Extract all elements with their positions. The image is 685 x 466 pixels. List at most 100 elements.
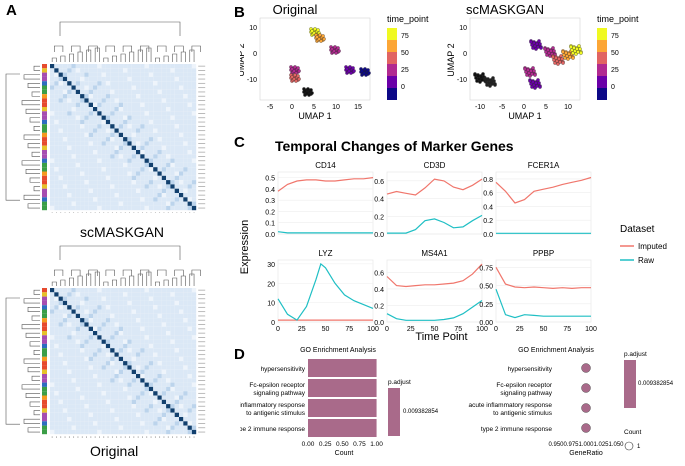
heatmap-cell bbox=[114, 115, 119, 120]
heatmap-cell bbox=[174, 331, 179, 336]
heatmap-cell bbox=[140, 343, 145, 349]
side-color-cell bbox=[42, 318, 47, 323]
heatmap-cell bbox=[148, 425, 154, 430]
heatmap-cell bbox=[67, 417, 72, 422]
heatmap-cell bbox=[161, 150, 167, 155]
umap-point-scmaskgan bbox=[557, 57, 561, 61]
heatmap-cell bbox=[58, 64, 63, 69]
heatmap-cell bbox=[166, 391, 171, 396]
side-color-cell bbox=[42, 141, 47, 146]
heatmap-cell bbox=[191, 395, 197, 400]
heatmap-cell bbox=[123, 305, 128, 310]
side-color-cell bbox=[42, 296, 47, 301]
heatmap-cell bbox=[54, 201, 59, 206]
heatmap-cell bbox=[144, 124, 149, 129]
heatmap-cell bbox=[54, 154, 59, 159]
heatmap-cell bbox=[80, 365, 85, 370]
heatmap-cell bbox=[75, 94, 81, 99]
heatmap-cell bbox=[110, 391, 115, 396]
heatmap-cell bbox=[54, 343, 59, 349]
heatmap-cell bbox=[58, 318, 63, 323]
umap-point-scmaskgan bbox=[529, 69, 533, 73]
heatmap-cell bbox=[148, 119, 154, 125]
side-color-cell bbox=[42, 193, 47, 198]
heatmap-cell bbox=[75, 145, 81, 150]
heatmap-cell bbox=[58, 348, 63, 353]
heatmap-cell bbox=[110, 412, 115, 417]
heatmap-cell bbox=[191, 365, 197, 370]
heatmap-cell bbox=[71, 335, 76, 340]
umap-point-scmaskgan bbox=[536, 45, 540, 49]
heatmap-cell bbox=[101, 326, 106, 331]
heatmap-cell bbox=[170, 158, 175, 163]
heatmap-cell bbox=[93, 115, 98, 120]
heatmap-cell bbox=[161, 399, 167, 405]
heatmap-cell bbox=[97, 167, 102, 172]
heatmap-cell bbox=[114, 119, 119, 125]
heatmap-cell bbox=[140, 326, 145, 331]
heatmap-cell bbox=[161, 98, 167, 103]
heatmap-cell bbox=[136, 72, 141, 77]
heatmap-cell bbox=[71, 76, 76, 82]
umap-legend-tick: 50 bbox=[611, 50, 619, 57]
heatmap-cell bbox=[110, 305, 115, 310]
heatmap-cell bbox=[166, 399, 171, 405]
heatmap-cell bbox=[179, 81, 184, 86]
heatmap-cell bbox=[179, 404, 184, 409]
heatmap-cell bbox=[50, 111, 55, 116]
heatmap-cell bbox=[183, 94, 188, 99]
heatmap-cell bbox=[50, 395, 55, 400]
heatmap-cell bbox=[93, 154, 98, 159]
heatmap-cell bbox=[97, 421, 102, 426]
heatmap-cell bbox=[75, 119, 81, 125]
heatmap-cell bbox=[179, 421, 184, 426]
side-color-cell bbox=[42, 76, 47, 82]
heatmap-cell bbox=[144, 378, 149, 383]
heatmap-cell bbox=[71, 137, 76, 142]
dendrogram-left-branch bbox=[33, 186, 40, 192]
heatmap-cell bbox=[105, 94, 111, 99]
heatmap-cell bbox=[136, 111, 141, 116]
heatmap-cell bbox=[136, 318, 141, 323]
heatmap-cell bbox=[183, 150, 188, 155]
heatmap-cell bbox=[183, 124, 188, 129]
heatmap-cell bbox=[123, 154, 128, 159]
heatmap-cell bbox=[148, 171, 154, 176]
heatmap-cell bbox=[93, 412, 98, 417]
heatmap-cell bbox=[166, 81, 171, 86]
heatmap-cell bbox=[88, 343, 93, 349]
heatmap-cell bbox=[50, 399, 55, 405]
facet-title: CD3D bbox=[424, 161, 446, 170]
heatmap-cell bbox=[123, 313, 128, 319]
heatmap-cell bbox=[71, 399, 76, 405]
heatmap-cell bbox=[183, 175, 188, 181]
dendrogram-top-branch bbox=[155, 57, 160, 62]
heatmap-cell bbox=[153, 382, 158, 387]
heatmap-cell bbox=[110, 150, 115, 155]
heatmap-cell bbox=[187, 197, 192, 202]
heatmap-cell bbox=[123, 184, 128, 189]
heatmap-cell bbox=[148, 408, 154, 413]
dendrogram-left-branch bbox=[23, 134, 40, 140]
umap-point-scmaskgan bbox=[473, 73, 477, 77]
heatmap-cell bbox=[110, 76, 115, 82]
heatmap-cell bbox=[58, 421, 63, 426]
heatmap-cell bbox=[131, 175, 136, 181]
heatmap-cell bbox=[118, 309, 124, 314]
heatmap-cell bbox=[118, 343, 124, 349]
facet-xtick: 0 bbox=[276, 326, 280, 333]
heatmap-cell bbox=[110, 425, 115, 430]
heatmap-cell bbox=[179, 412, 184, 417]
heatmap-cell bbox=[191, 141, 197, 146]
umap-point-scmaskgan bbox=[567, 52, 571, 56]
heatmap-cell bbox=[144, 313, 149, 319]
heatmap-cell bbox=[110, 348, 115, 353]
heatmap-cell bbox=[114, 365, 119, 370]
heatmap-cell bbox=[127, 68, 132, 73]
heatmap-cell bbox=[131, 89, 136, 95]
heatmap-cell bbox=[58, 369, 63, 374]
heatmap-cell bbox=[62, 89, 68, 95]
umap-xtick: 10 bbox=[564, 104, 572, 111]
heatmap-cell bbox=[84, 395, 89, 400]
heatmap-cell bbox=[105, 296, 111, 301]
